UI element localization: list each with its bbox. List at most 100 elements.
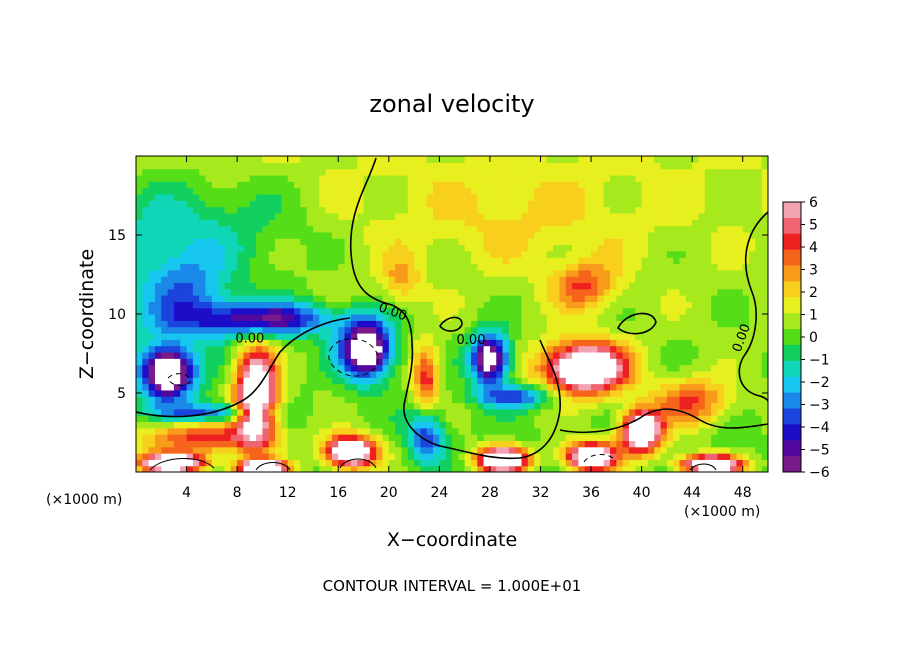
- field-cell: [559, 181, 567, 189]
- field-cell: [281, 377, 289, 385]
- field-cell: [540, 244, 548, 252]
- field-cell: [281, 212, 289, 220]
- field-cell: [534, 156, 542, 163]
- field-cell: [173, 345, 181, 353]
- field-cell: [578, 332, 586, 340]
- field-cell: [173, 269, 181, 277]
- field-cell: [489, 276, 497, 283]
- field-cell: [426, 269, 434, 277]
- field-cell: [572, 257, 579, 265]
- field-cell: [173, 383, 181, 391]
- field-cell: [388, 326, 396, 334]
- field-cell: [325, 440, 333, 448]
- field-cell: [218, 250, 226, 258]
- field-cell: [622, 174, 630, 182]
- field-cell: [641, 446, 649, 454]
- field-cell: [148, 200, 156, 208]
- field-cell: [622, 250, 630, 258]
- field-cell: [433, 174, 440, 182]
- field-cell: [433, 250, 440, 258]
- field-cell: [458, 307, 466, 315]
- field-cell: [249, 446, 257, 454]
- field-cell: [154, 225, 162, 233]
- field-cell: [388, 377, 396, 385]
- field-cell: [749, 440, 756, 448]
- field-cell: [300, 351, 308, 359]
- field-cell: [559, 415, 567, 423]
- field-cell: [268, 351, 276, 359]
- field-cell: [344, 200, 352, 208]
- field-cell: [414, 345, 421, 353]
- field-cell: [173, 408, 181, 416]
- field-cell: [458, 250, 466, 258]
- field-cell: [420, 276, 428, 283]
- field-cell: [616, 244, 624, 252]
- field-cell: [161, 244, 169, 252]
- field-cell: [578, 156, 586, 163]
- field-cell: [654, 408, 662, 416]
- field-cell: [256, 364, 263, 372]
- field-cell: [142, 206, 150, 214]
- field-cell: [572, 269, 579, 277]
- field-cell: [319, 301, 327, 309]
- field-cell: [218, 231, 226, 239]
- field-cell: [565, 282, 573, 290]
- field-cell: [565, 332, 573, 340]
- field-cell: [654, 415, 662, 423]
- field-cell: [439, 269, 447, 277]
- field-cell: [357, 351, 365, 359]
- field-cell: [186, 377, 194, 385]
- field-cell: [641, 269, 649, 277]
- field-cell: [363, 263, 371, 271]
- field-cell: [521, 193, 529, 201]
- field-cell: [610, 238, 617, 246]
- field-cell: [395, 415, 403, 423]
- field-cell: [622, 427, 630, 435]
- field-cell: [199, 364, 207, 372]
- field-cell: [142, 225, 150, 233]
- field-cell: [477, 193, 485, 201]
- field-cell: [205, 307, 213, 315]
- field-cell: [711, 408, 719, 416]
- field-cell: [268, 320, 276, 328]
- field-cell: [199, 307, 207, 315]
- field-cell: [173, 465, 181, 472]
- field-cell: [395, 446, 403, 454]
- field-cell: [281, 295, 289, 302]
- field-cell: [527, 212, 535, 220]
- field-cell: [331, 307, 339, 315]
- field-cell: [641, 295, 649, 302]
- field-cell: [749, 377, 756, 385]
- field-cell: [445, 358, 453, 366]
- field-cell: [414, 225, 421, 233]
- field-cell: [723, 295, 731, 302]
- field-cell: [142, 351, 150, 359]
- field-cell: [660, 453, 668, 460]
- field-cell: [211, 238, 219, 246]
- field-cell: [344, 219, 352, 227]
- field-cell: [515, 282, 523, 290]
- field-cell: [420, 320, 428, 328]
- field-cell: [742, 389, 750, 397]
- field-cell: [483, 181, 491, 189]
- field-cell: [761, 370, 768, 378]
- field-cell: [205, 193, 213, 201]
- field-cell: [230, 339, 238, 347]
- field-cell: [154, 453, 162, 460]
- field-cell: [477, 440, 485, 448]
- field-cell: [470, 238, 478, 246]
- field-cell: [161, 257, 169, 265]
- field-cell: [534, 193, 542, 201]
- field-cell: [502, 421, 510, 429]
- field-cell: [211, 282, 219, 290]
- field-cell: [344, 440, 352, 448]
- field-cell: [515, 307, 523, 315]
- field-cell: [496, 162, 504, 170]
- field-cell: [730, 238, 737, 246]
- field-cell: [452, 358, 459, 366]
- field-cell: [597, 415, 605, 423]
- field-cell: [350, 187, 358, 195]
- field-cell: [717, 288, 725, 296]
- field-cell: [470, 174, 478, 182]
- field-cell: [452, 370, 459, 378]
